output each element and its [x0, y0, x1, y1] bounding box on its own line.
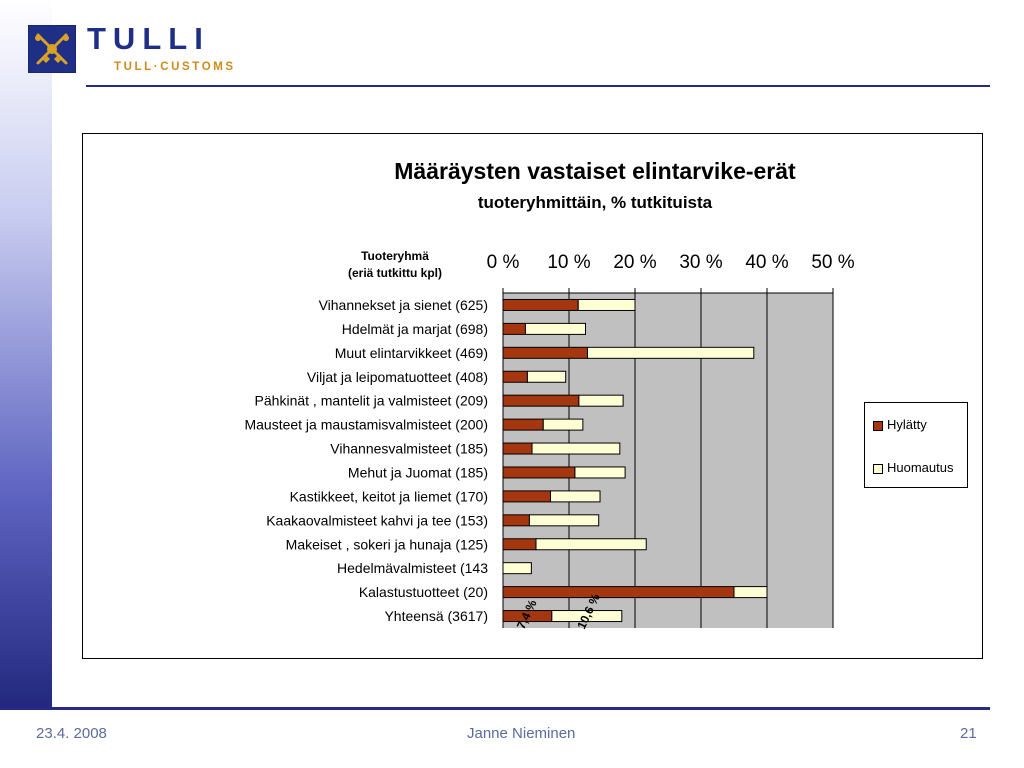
bar-huomautus	[531, 442, 621, 455]
category-label: Kaakaovalmisteet kahvi ja tee (153)	[266, 512, 488, 528]
category-label: Kalastustuotteet (20)	[359, 584, 488, 600]
bar-hylatty	[502, 394, 580, 407]
footer-date: 23.4. 2008	[36, 725, 107, 742]
header-divider	[86, 85, 990, 87]
category-label: Pähkinät , mantelit ja valmisteet (209)	[255, 393, 488, 409]
bar-hylatty	[502, 586, 735, 599]
x-tick-label: 0 %	[487, 252, 520, 273]
category-label: Yhteensä (3617)	[384, 608, 488, 624]
category-label: Hedelmävalmisteet (143	[337, 560, 488, 576]
legend-label-huomautus: Huomautus	[887, 460, 954, 475]
bar-huomautus	[733, 586, 768, 599]
category-label: Kastikkeet, keitot ja liemet (170)	[290, 488, 488, 504]
legend-swatch-huomautus	[873, 464, 883, 474]
legend-swatch-hylatty	[873, 421, 883, 431]
bar-hylatty	[502, 322, 526, 335]
bar-hylatty	[502, 514, 530, 527]
category-label: Mausteet ja maustamisvalmisteet (200)	[244, 417, 488, 433]
bar-huomautus	[578, 394, 624, 407]
category-header-line2: (eriä tutkittu kpl)	[347, 266, 442, 280]
category-label: Muut elintarvikkeet (469)	[335, 345, 488, 361]
bar-huomautus	[535, 538, 647, 551]
bar-hylatty	[502, 442, 533, 455]
bar-huomautus	[524, 322, 587, 335]
bar-huomautus	[577, 298, 636, 311]
bar-hylatty	[502, 466, 576, 479]
footer-page-number: 21	[960, 725, 977, 742]
x-tick-label: 50 %	[811, 252, 854, 273]
x-tick-label: 20 %	[613, 252, 656, 273]
legend-label-hylatty: Hylätty	[887, 417, 927, 432]
bar-huomautus	[586, 346, 755, 359]
bar-hylatty	[502, 538, 537, 551]
bar-hylatty	[502, 298, 579, 311]
category-label: Makeiset , sokeri ja hunaja (125)	[286, 536, 488, 552]
footer-divider	[0, 707, 990, 710]
footer-author: Janne Nieminen	[467, 725, 576, 742]
bar-hylatty	[502, 370, 528, 383]
logo-subtitle: TULL·CUSTOMS	[114, 61, 236, 73]
bar-huomautus	[550, 490, 601, 503]
plot-area	[503, 293, 833, 628]
logo-wordmark: TULLI	[87, 21, 210, 56]
bar-hylatty	[502, 490, 552, 503]
category-label: Vihannesvalmisteet (185)	[330, 441, 488, 457]
chart-legend: Hylätty Huomautus	[864, 402, 968, 488]
x-tick-label: 40 %	[745, 252, 788, 273]
bar-huomautus	[502, 562, 532, 575]
customs-emblem-icon	[28, 25, 76, 73]
side-gradient-band	[0, 0, 52, 708]
category-header-line1: Tuoteryhmä	[361, 249, 429, 263]
chart-title: Määräysten vastaiset elintarvike-erät	[394, 158, 796, 184]
bar-huomautus	[574, 466, 626, 479]
chart-subtitle: tuoteryhmittäin, % tutkituista	[477, 193, 713, 212]
bar-huomautus	[528, 514, 600, 527]
category-label: Mehut ja Juomat (185)	[348, 464, 488, 480]
category-label: Hdelmät ja marjat (698)	[342, 321, 488, 337]
bar-hylatty	[502, 346, 588, 359]
bar-huomautus	[551, 610, 623, 623]
bar-huomautus	[542, 418, 584, 431]
bar-hylatty	[502, 418, 544, 431]
category-label: Vihannekset ja sienet (625)	[319, 297, 488, 313]
bar-huomautus	[526, 370, 567, 383]
x-tick-label: 10 %	[547, 252, 590, 273]
x-tick-label: 30 %	[679, 252, 722, 273]
category-label: Viljat ja leipomatuotteet (408)	[307, 369, 488, 385]
